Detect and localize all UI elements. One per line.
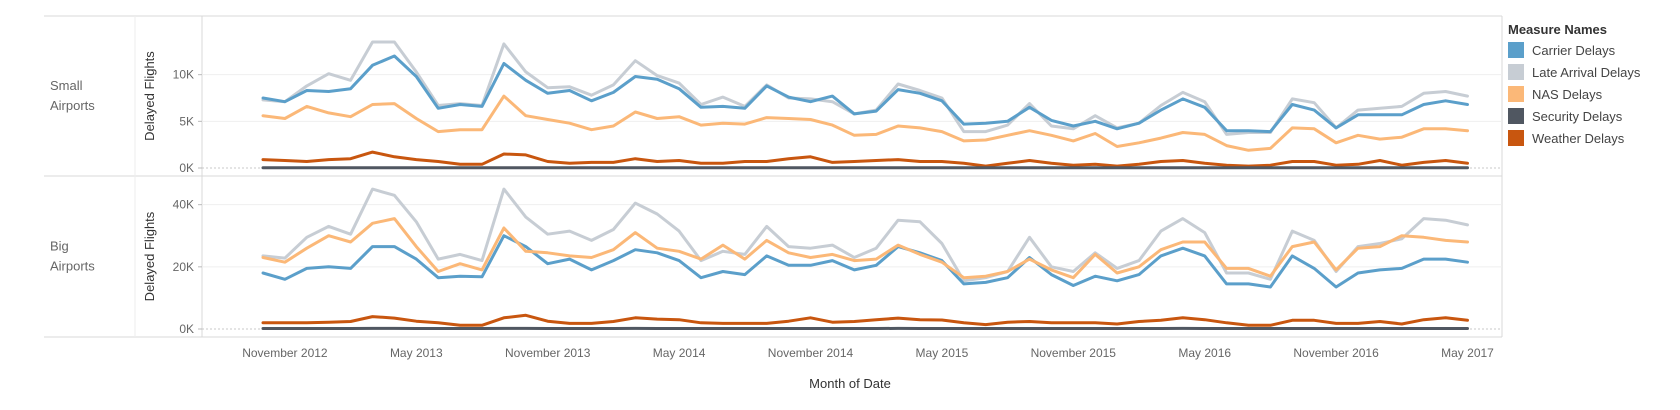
x-tick-label: November 2014 (768, 346, 854, 360)
x-axis-title: Month of Date (809, 376, 891, 391)
series-line-carrier-delays[interactable] (261, 54, 1469, 134)
legend-label[interactable]: Late Arrival Delays (1532, 65, 1641, 80)
x-axis: November 2012 May 2013 November 2013 May 20… (242, 346, 1494, 360)
legend-label[interactable]: Carrier Delays (1532, 43, 1616, 58)
legend-swatch[interactable] (1508, 86, 1524, 102)
x-tick-label: May 2014 (653, 346, 706, 360)
row-label: Small Airports (50, 78, 95, 113)
series-line-nas-delays[interactable] (261, 217, 1469, 280)
legend-swatch[interactable] (1508, 130, 1524, 146)
y-tick-label: 20K (173, 260, 194, 274)
y-tick-label: 5K (179, 114, 194, 128)
legend-swatch[interactable] (1508, 108, 1524, 124)
y-tick-label: 0K (179, 161, 194, 175)
series-line-late-arrival-delays[interactable] (261, 187, 1469, 283)
legend[interactable]: Measure Names Carrier Delays Late Arrival… (1508, 22, 1641, 146)
x-tick-label: May 2017 (1441, 346, 1494, 360)
series-line-weather-delays[interactable] (261, 313, 1469, 327)
chart-frame (44, 15, 1503, 338)
row-label: Big Airports (50, 239, 95, 274)
legend-label[interactable]: NAS Delays (1532, 87, 1603, 102)
legend-label[interactable]: Weather Delays (1532, 131, 1625, 146)
x-tick-label: May 2015 (916, 346, 969, 360)
legend-swatch[interactable] (1508, 42, 1524, 58)
series-line-late-arrival-delays[interactable] (261, 40, 1469, 136)
y-axis-title: Delayed Flights (142, 51, 157, 141)
x-tick-label: November 2016 (1293, 346, 1379, 360)
y-axis-title: Delayed Flights (142, 211, 157, 301)
series-line-weather-delays[interactable] (261, 150, 1469, 168)
legend-label[interactable]: Security Delays (1532, 109, 1623, 124)
panel-small-airports: Small Airports Delayed Flights 0K 5K 10K (50, 40, 1502, 175)
panel-big-airports: Big Airports Delayed Flights 0K 20K 40K (50, 187, 1502, 336)
legend-swatch[interactable] (1508, 64, 1524, 80)
series-line-carrier-delays[interactable] (261, 234, 1469, 289)
x-tick-label: May 2016 (1178, 346, 1231, 360)
y-tick-label: 40K (173, 198, 194, 212)
y-tick-label: 10K (173, 68, 194, 82)
x-tick-label: May 2013 (390, 346, 443, 360)
legend-title: Measure Names (1508, 22, 1607, 37)
y-tick-label: 0K (179, 322, 194, 336)
x-tick-label: November 2012 (242, 346, 328, 360)
series-line-nas-delays[interactable] (261, 94, 1469, 152)
x-tick-label: November 2013 (505, 346, 591, 360)
x-tick-label: November 2015 (1031, 346, 1117, 360)
